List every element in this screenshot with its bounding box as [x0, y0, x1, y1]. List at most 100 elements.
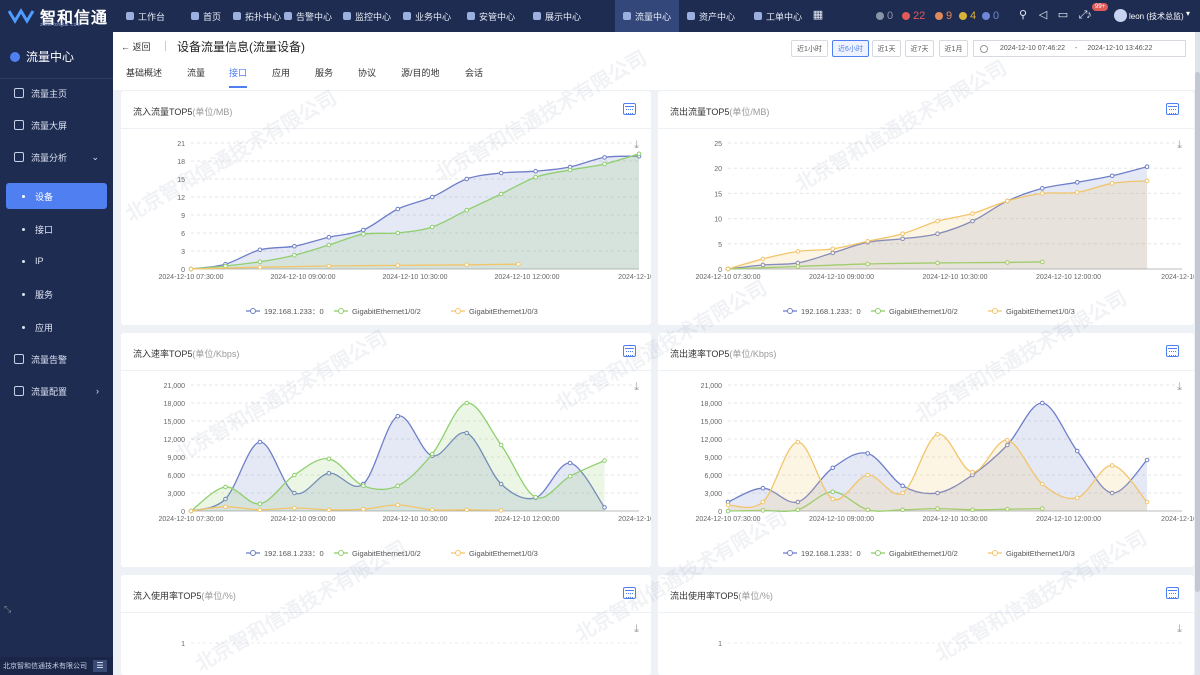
time-range-button[interactable]: 近1月: [939, 40, 968, 57]
data-point: [326, 470, 332, 476]
scrollbar[interactable]: [1195, 32, 1200, 675]
status-count[interactable]: 9: [935, 0, 952, 32]
calendar-icon[interactable]: [1166, 103, 1179, 115]
y-tick-label: 12,000: [701, 437, 723, 444]
sidebar-item-6[interactable]: 服务: [0, 281, 113, 307]
data-point: [1040, 400, 1045, 406]
data-point: [361, 231, 366, 237]
calendar-icon[interactable]: [623, 587, 636, 599]
tab-7[interactable]: 会话: [465, 68, 484, 78]
time-range-button[interactable]: 近7天: [905, 40, 934, 57]
nav-item-alarm[interactable]: 告警中心: [276, 0, 340, 32]
avatar[interactable]: [1114, 9, 1127, 22]
top-bar: 智和信通 zhihe tongtai .com 工作台 首页 拓扑中心 告警中心 监控中…: [0, 0, 1200, 32]
legend-marker: [455, 308, 461, 314]
bell-icon[interactable]: ♪: [1086, 9, 1092, 21]
sidebar: 流量中心 流量主页 流量大屏 流量分析 ⌄ 设备 接口 IP 服务 应用 流量告警 流量配置 › 北京…: [0, 32, 113, 675]
nav-item-topology[interactable]: 拓扑中心: [225, 0, 289, 32]
date-range-picker[interactable]: 2024-12-10 07:46:22 - 2024-12-10 13:46:2…: [973, 40, 1186, 57]
card-title-text: 流出速率TOP5: [670, 349, 730, 359]
data-point: [257, 247, 263, 253]
time-range-button[interactable]: 近1天: [872, 40, 901, 57]
user-name[interactable]: leon (技术总监): [1129, 12, 1184, 21]
tab-3[interactable]: 应用: [272, 68, 291, 78]
download-icon[interactable]: ⤓: [634, 623, 639, 635]
nav-item-asset[interactable]: 资产中心: [679, 0, 743, 32]
data-point: [1144, 178, 1150, 184]
download-icon[interactable]: ⤓: [1177, 139, 1182, 151]
download-icon[interactable]: ⤓: [1177, 623, 1182, 635]
nav-item-business[interactable]: 业务中心: [395, 0, 459, 32]
legend-marker: [250, 550, 256, 556]
chevron-right-icon[interactable]: ›: [96, 386, 99, 396]
sidebar-item-label: 流量大屏: [31, 120, 68, 131]
expand-icon[interactable]: ⤡: [4, 604, 12, 614]
nav-item-traffic[interactable]: 流量中心: [615, 0, 680, 32]
data-point: [498, 508, 504, 513]
calendar-icon[interactable]: [1166, 345, 1179, 357]
nav-item-monitor[interactable]: 监控中心: [335, 0, 399, 32]
card-header: 流入使用率TOP5(单位/%): [121, 575, 651, 613]
logo[interactable]: 智和信通 zhihe tongtai .com: [6, 3, 110, 29]
menu-toggle-icon[interactable]: ☰: [93, 660, 107, 672]
time-range-button[interactable]: 近6小时: [832, 40, 869, 57]
data-point: [900, 490, 905, 496]
back-button[interactable]: ← 返回: [121, 42, 151, 52]
sidebar-item-0[interactable]: 流量主页: [0, 80, 113, 106]
data-point: [516, 261, 521, 267]
tab-6[interactable]: 源/目的地: [401, 68, 440, 78]
x-tick-label: 2024-12-10 1: [618, 516, 651, 523]
traffic-center-icon: [10, 51, 20, 62]
grid-icon[interactable]: ▦: [812, 9, 824, 21]
tab-4[interactable]: 服务: [315, 68, 334, 78]
fullscreen-icon[interactable]: ⤢: [1078, 9, 1088, 21]
download-icon[interactable]: ⤓: [634, 381, 639, 393]
layout-icon[interactable]: ▭: [1057, 9, 1069, 21]
sidebar-item-4[interactable]: 接口: [0, 216, 113, 242]
y-tick-label: 9,000: [704, 455, 722, 462]
chevron-down-icon[interactable]: ⌄: [91, 151, 99, 162]
nav-item-security[interactable]: 安管中心: [459, 0, 523, 32]
download-icon[interactable]: ⤓: [1177, 381, 1182, 393]
nav-item-ticket[interactable]: 工单中心: [746, 0, 810, 32]
back-label: 返回: [132, 42, 151, 52]
nav-item-workbench[interactable]: 工作台: [118, 0, 173, 32]
sidebar-item-7[interactable]: 应用: [0, 314, 113, 340]
time-range-button[interactable]: 近1小时: [791, 40, 828, 57]
tab-2[interactable]: 接口: [229, 66, 248, 88]
nav-item-home[interactable]: 首页: [183, 0, 229, 32]
tab-5[interactable]: 协议: [358, 68, 377, 78]
sidebar-item-9[interactable]: 流量配置 ›: [0, 378, 113, 404]
calendar-icon[interactable]: [623, 345, 636, 357]
status-count[interactable]: 0: [876, 0, 893, 32]
sidebar-item-2[interactable]: 流量分析 ⌄: [0, 144, 113, 170]
data-point: [795, 249, 801, 254]
sidebar-item-5[interactable]: IP: [0, 248, 113, 274]
calendar-icon[interactable]: [623, 103, 636, 115]
legend-label: GigabitEthernet1/0/3: [469, 307, 538, 316]
sound-icon[interactable]: ◁: [1038, 9, 1048, 21]
sidebar-item-3[interactable]: 设备: [6, 183, 107, 209]
legend-marker: [455, 550, 461, 556]
status-count[interactable]: 22: [902, 0, 925, 32]
series-area: [728, 180, 1148, 269]
shirt-icon[interactable]: ⚲: [1018, 9, 1028, 21]
download-icon[interactable]: ⤓: [634, 139, 639, 151]
y-tick-label: 10: [714, 217, 722, 224]
sidebar-item-8[interactable]: 流量告警: [0, 346, 113, 372]
user-dropdown-icon[interactable]: ▾: [1186, 9, 1191, 18]
card-title-unit: (单位/%): [738, 591, 773, 601]
tab-0[interactable]: 基础概述: [126, 68, 163, 78]
scrollbar-thumb[interactable]: [1195, 72, 1200, 592]
y-tick-label: 0: [718, 267, 722, 274]
nav-item-display[interactable]: 展示中心: [525, 0, 589, 32]
status-count[interactable]: 0: [982, 0, 999, 32]
x-tick-label: 2024-12-10 10:30:00: [923, 274, 988, 281]
calendar-icon[interactable]: [1166, 587, 1179, 599]
status-count[interactable]: 4: [959, 0, 976, 32]
x-tick-label: 2024-12-10 07:30:00: [696, 516, 761, 523]
data-point: [725, 266, 731, 272]
tab-1[interactable]: 流量: [187, 68, 206, 78]
sidebar-item-1[interactable]: 流量大屏: [0, 112, 113, 138]
wrench-icon: [14, 386, 24, 396]
